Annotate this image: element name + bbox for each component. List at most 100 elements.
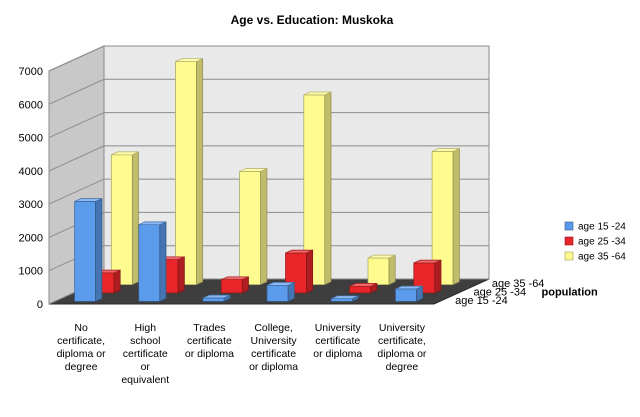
bar-side — [131, 151, 139, 286]
y-tick-label: 5000 — [19, 133, 43, 145]
x-category-label-line: or — [141, 361, 151, 373]
legend-label: age 15 -24 — [578, 222, 626, 233]
y-tick-label: 2000 — [19, 232, 43, 244]
bar-top — [221, 276, 249, 280]
bar — [413, 259, 442, 294]
x-category-label: High school certificate or equivalent — [121, 322, 169, 386]
bar — [220, 276, 249, 294]
bar-front — [110, 154, 133, 285]
gridline — [48, 145, 489, 172]
x-category-label-line: certificate, — [57, 335, 105, 347]
x-category-label-line: degree — [386, 361, 419, 373]
y-tick-label: 0 — [37, 299, 43, 311]
gridline — [48, 45, 489, 72]
x-category-label-line: University — [315, 322, 362, 334]
y-tick-label: 1000 — [19, 266, 43, 278]
x-category-label-line: certificate — [123, 348, 168, 360]
bar — [330, 295, 359, 302]
bar-top — [138, 221, 167, 226]
chart-title: Age vs. Education: Muskoka — [231, 13, 394, 27]
bar-front — [395, 288, 417, 302]
bar — [74, 198, 103, 302]
bar — [138, 221, 167, 302]
bar-top — [413, 259, 442, 264]
bar-front — [220, 279, 243, 294]
y-tick-label: 6000 — [19, 99, 43, 111]
bar — [367, 254, 396, 286]
depth-axis-label: age 15 -24 — [455, 295, 508, 307]
y-tick-label: 3000 — [19, 199, 43, 211]
bar-top — [431, 148, 460, 152]
bar-top — [74, 198, 103, 202]
bar — [349, 282, 378, 294]
bar-side — [452, 148, 460, 286]
bar-front — [74, 201, 96, 302]
bar-top — [395, 285, 423, 290]
depth-axis-title: population — [542, 287, 598, 299]
x-category-label-line: certificate — [187, 335, 232, 347]
bar-top — [202, 294, 231, 299]
x-category-label-line: Trades — [193, 322, 225, 334]
legend-swatch — [564, 236, 574, 246]
bar — [395, 285, 424, 302]
legend: age 15 -24 age 25 -34 age 35 -64 — [564, 222, 626, 263]
bar-front — [330, 298, 353, 302]
gridline — [48, 211, 489, 238]
bar-front — [239, 171, 261, 285]
bar-side — [306, 249, 314, 294]
bar-front — [175, 61, 197, 285]
x-category-label-line: certificate, — [378, 335, 426, 347]
bar — [110, 151, 139, 286]
bar-top — [303, 91, 332, 96]
legend-label: age 25 -34 — [578, 237, 626, 248]
x-category-label-line: High — [134, 322, 156, 334]
bar-top — [331, 295, 359, 299]
bar-side — [196, 58, 204, 286]
x-category-label: University certificate, diploma or degree — [377, 322, 427, 373]
bar-top — [266, 282, 295, 286]
x-category-label-line: diploma or — [377, 348, 427, 360]
bar-side — [113, 269, 121, 294]
bar-side — [260, 168, 268, 286]
bar-side — [434, 259, 442, 294]
bar-top — [349, 283, 378, 287]
y-tick-label: 7000 — [19, 66, 43, 78]
bar-top — [239, 168, 268, 172]
bars-group — [74, 58, 460, 302]
x-category-label: University certificate or diploma — [313, 322, 362, 360]
y-tick-label: 4000 — [19, 166, 43, 178]
bar-top — [111, 151, 139, 156]
bar-top — [367, 254, 396, 259]
bar — [303, 91, 332, 286]
bar-front — [266, 284, 289, 302]
gridline — [48, 78, 489, 105]
x-category-label-line: or diploma — [185, 348, 234, 360]
gridline — [48, 245, 489, 272]
x-category-label-line: or diploma — [249, 361, 298, 373]
x-category-label-line: or diploma — [313, 348, 362, 360]
x-category-label-line: No — [74, 322, 88, 334]
x-category-label-line: diploma or — [57, 348, 107, 360]
bar-side — [388, 254, 396, 286]
bar — [266, 281, 295, 302]
x-category-label: No certificate, diploma or degree — [57, 322, 107, 373]
legend-swatch — [564, 251, 574, 261]
depth-axis-label: age 25 -34 — [474, 287, 527, 299]
bar — [175, 58, 204, 286]
x-category-label: College, University certificate or diploma — [249, 322, 298, 373]
gridline — [48, 178, 489, 205]
x-category-label-line: certificate — [315, 335, 360, 347]
x-category-label-line: University — [379, 322, 426, 334]
bar-front — [202, 297, 225, 302]
bar-top — [285, 249, 313, 254]
bar — [431, 148, 460, 286]
x-category-label-line: University — [251, 335, 298, 347]
bar-front — [349, 285, 371, 294]
x-category-label-line: school — [130, 335, 160, 347]
bar-side — [95, 198, 103, 302]
legend-label: age 35 -64 — [578, 252, 626, 263]
bar-top — [175, 58, 203, 62]
x-category-label-line: College, — [254, 322, 293, 334]
